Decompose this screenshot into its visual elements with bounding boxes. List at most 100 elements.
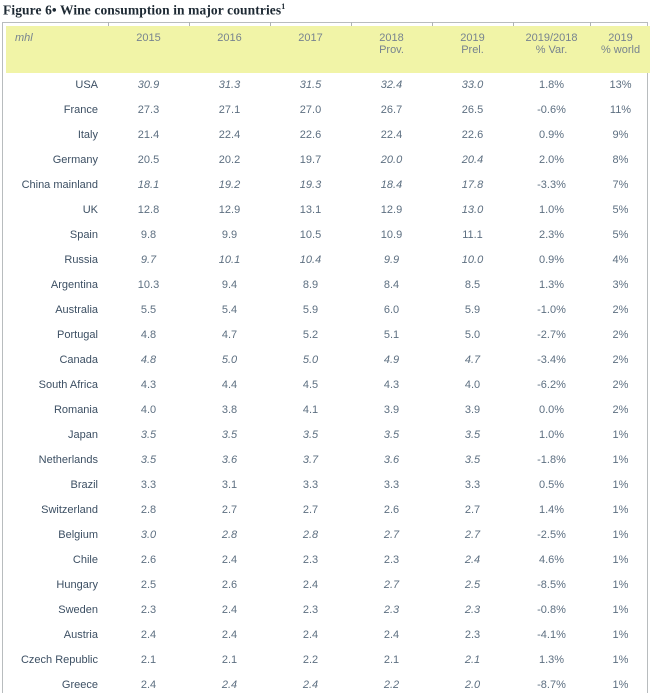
table-row: Italy 21.4 22.4 22.6 22.4 22.6 0.9% 9% [6, 123, 650, 148]
value-cell: 19.2 [218, 179, 241, 191]
value-cell: 2.7 [464, 529, 481, 541]
value-cell: 17.8 [461, 179, 484, 191]
value-cell: 5.0 [302, 354, 319, 366]
value-cell: 10.3 [137, 279, 160, 291]
value-cell: 19.7 [299, 154, 322, 166]
value-cell: 6.0 [383, 304, 400, 316]
table-row: China mainland 18.1 19.2 19.3 18.4 17.8 … [6, 173, 650, 198]
country-cell: Romania [53, 404, 98, 416]
var-cell: -1.0% [537, 304, 566, 316]
value-cell: 2.8 [140, 504, 157, 516]
column-header-world-share: 2019% world [589, 21, 650, 73]
table-row: Spain 9.8 9.9 10.5 10.9 11.1 2.3% 5% [6, 223, 650, 248]
world-cell: 1% [612, 479, 629, 491]
value-cell: 2.7 [221, 504, 238, 516]
value-cell: 9.8 [140, 229, 157, 241]
world-cell: 1% [612, 554, 629, 566]
country-cell: China mainland [21, 179, 98, 191]
value-cell: 20.5 [137, 154, 160, 166]
value-cell: 27.3 [137, 104, 160, 116]
var-cell: -3.4% [537, 354, 566, 366]
value-cell: 2.4 [383, 629, 400, 641]
value-cell: 4.0 [464, 379, 481, 391]
value-cell: 33.0 [461, 79, 484, 91]
country-cell: Czech Republic [20, 654, 98, 666]
value-cell: 3.5 [383, 429, 400, 441]
table-row: Japan 3.5 3.5 3.5 3.5 3.5 1.0% 1% [6, 423, 650, 448]
world-cell: 1% [612, 529, 629, 541]
value-cell: 2.4 [464, 554, 481, 566]
value-cell: 13.0 [461, 204, 484, 216]
world-cell: 1% [612, 579, 629, 591]
world-cell: 1% [612, 629, 629, 641]
value-cell: 12.9 [218, 204, 241, 216]
value-cell: 8.5 [464, 279, 481, 291]
value-cell: 10.4 [299, 254, 322, 266]
country-cell: Canada [59, 354, 98, 366]
table-row: Czech Republic 2.1 2.1 2.2 2.1 2.1 1.3% … [6, 648, 650, 673]
table-header: mhl 2015 2016 2017 2018 Prov. 2019 Prel. 2… [6, 21, 650, 73]
value-cell: 11.1 [462, 229, 483, 241]
value-cell: 26.5 [461, 104, 484, 116]
value-cell: 20.0 [380, 154, 403, 166]
value-cell: 3.0 [140, 529, 157, 541]
header-row: mhl 2015 2016 2017 2018 Prov. 2019 Prel. 2… [6, 21, 650, 73]
value-cell: 2.7 [302, 504, 319, 516]
table-row: South Africa 4.3 4.4 4.5 4.3 4.0 -6.2% 2… [6, 373, 650, 398]
value-cell: 2.1 [464, 654, 481, 666]
value-cell: 27.0 [299, 104, 322, 116]
var-cell: 1.0% [538, 204, 565, 216]
value-cell: 3.9 [464, 404, 481, 416]
value-cell: 3.5 [464, 429, 481, 441]
world-cell: 5% [612, 204, 629, 216]
country-cell: Austria [63, 629, 98, 641]
column-header-2015: 2015 [107, 21, 189, 73]
var-cell: 0.0% [538, 404, 565, 416]
figure-title: Figure 6• Wine consumption in major coun… [2, 0, 648, 22]
var-cell: 2.3% [538, 229, 565, 241]
var-cell: 2.0% [538, 154, 565, 166]
value-cell: 2.2 [302, 654, 319, 666]
value-cell: 10.9 [380, 229, 403, 241]
value-cell: 3.5 [140, 454, 157, 466]
column-header-2018-prov: 2018 Prov. [350, 21, 432, 73]
value-cell: 2.0 [464, 679, 481, 691]
value-cell: 12.9 [380, 204, 403, 216]
value-cell: 10.0 [461, 254, 484, 266]
var-cell: 4.6% [538, 554, 565, 566]
country-cell: Sweden [58, 604, 98, 616]
value-cell: 13.1 [299, 204, 322, 216]
figure-title-text: Figure 6• Wine consumption in major coun… [3, 2, 282, 18]
world-cell: 8% [612, 154, 629, 166]
var-cell: -1.8% [537, 454, 566, 466]
value-cell: 2.4 [302, 579, 319, 591]
world-cell: 1% [612, 504, 629, 516]
world-cell: 2% [612, 304, 629, 316]
var-cell: -0.6% [537, 104, 566, 116]
column-header-2017: 2017 [269, 21, 351, 73]
value-cell: 3.7 [302, 454, 319, 466]
value-cell: 3.3 [302, 479, 319, 491]
world-cell: 1% [612, 679, 629, 691]
country-cell: Japan [68, 429, 98, 441]
value-cell: 4.4 [221, 379, 238, 391]
value-cell: 9.9 [383, 254, 400, 266]
value-cell: 3.5 [302, 429, 319, 441]
value-cell: 2.3 [464, 604, 481, 616]
value-cell: 5.9 [464, 304, 481, 316]
table-row: USA 30.9 31.3 31.5 32.4 33.0 1.8% 13% [6, 73, 650, 98]
table-row: Australia 5.5 5.4 5.9 6.0 5.9 -1.0% 2% [6, 298, 650, 323]
value-cell: 2.3 [302, 604, 319, 616]
var-cell: 1.4% [538, 504, 565, 516]
world-cell: 5% [612, 229, 629, 241]
table-row: Brazil 3.3 3.1 3.3 3.3 3.3 0.5% 1% [6, 473, 650, 498]
table-body: USA 30.9 31.3 31.5 32.4 33.0 1.8% 13% Fr… [6, 73, 650, 693]
value-cell: 2.1 [221, 654, 238, 666]
var-cell: -2.7% [537, 329, 566, 341]
value-cell: 3.6 [221, 454, 238, 466]
value-cell: 2.4 [302, 679, 319, 691]
world-cell: 2% [612, 404, 629, 416]
value-cell: 2.5 [140, 579, 157, 591]
table-row: UK 12.8 12.9 13.1 12.9 13.0 1.0% 5% [6, 198, 650, 223]
